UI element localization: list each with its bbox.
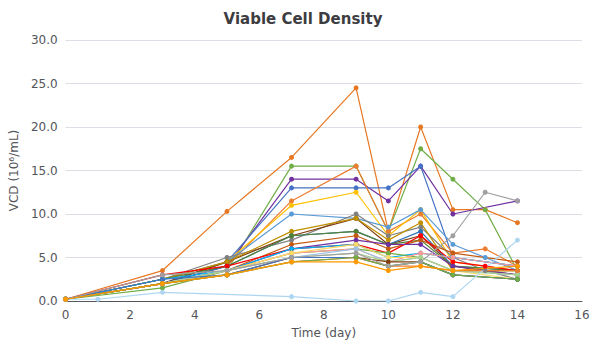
svg-text:25.0: 25.0 — [31, 77, 58, 91]
svg-text:15.0: 15.0 — [31, 164, 58, 178]
svg-text:8: 8 — [320, 308, 328, 322]
svg-text:0: 0 — [62, 308, 70, 322]
svg-text:Viable Cell Density: Viable Cell Density — [224, 10, 383, 28]
svg-text:0.0: 0.0 — [39, 294, 58, 308]
svg-text:16: 16 — [574, 308, 589, 322]
svg-text:2: 2 — [126, 308, 134, 322]
svg-text:6: 6 — [255, 308, 263, 322]
svg-text:5.0: 5.0 — [39, 251, 58, 265]
svg-text:20.0: 20.0 — [31, 120, 58, 134]
svg-text:4: 4 — [191, 308, 199, 322]
svg-text:30.0: 30.0 — [31, 33, 58, 47]
svg-text:10: 10 — [381, 308, 396, 322]
svg-text:14: 14 — [510, 308, 525, 322]
svg-text:VCD (10⁶/mL): VCD (10⁶/mL) — [7, 130, 21, 212]
svg-text:12: 12 — [445, 308, 460, 322]
svg-text:Time (day): Time (day) — [290, 326, 356, 340]
svg-text:10.0: 10.0 — [31, 207, 58, 221]
